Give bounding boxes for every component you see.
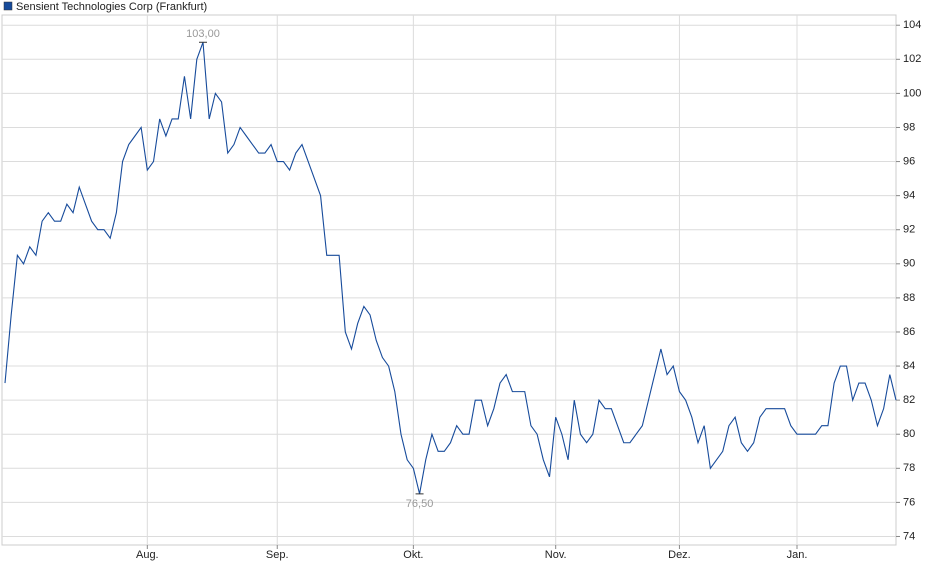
annotation: 76,50 [406, 498, 434, 510]
y-tick-label: 102 [903, 53, 921, 65]
y-tick-label: 78 [903, 462, 915, 474]
y-tick-label: 84 [903, 360, 915, 372]
x-tick-label: Dez. [668, 549, 691, 561]
y-tick-label: 76 [903, 496, 915, 508]
x-tick-label: Jan. [787, 549, 808, 561]
x-tick-label: Aug. [136, 549, 159, 561]
x-tick-label: Sep. [266, 549, 289, 561]
legend-label: Sensient Technologies Corp (Frankfurt) [16, 1, 207, 13]
y-tick-label: 90 [903, 258, 915, 270]
y-tick-label: 104 [903, 19, 921, 31]
price-line [4, 42, 897, 495]
legend-swatch [3, 1, 13, 11]
x-tick-label: Nov. [545, 549, 567, 561]
y-tick-label: 100 [903, 87, 921, 99]
y-tick-label: 88 [903, 292, 915, 304]
y-tick-label: 92 [903, 224, 915, 236]
plot-area [1, 14, 897, 546]
y-tick-label: 82 [903, 394, 915, 406]
x-tick-label: Okt. [403, 549, 423, 561]
y-tick-label: 96 [903, 155, 915, 167]
y-tick-label: 80 [903, 428, 915, 440]
y-tick-label: 94 [903, 190, 915, 202]
annotation: 103,00 [186, 28, 220, 40]
y-tick-label: 74 [903, 530, 915, 542]
y-tick-label: 86 [903, 326, 915, 338]
y-tick-label: 98 [903, 121, 915, 133]
